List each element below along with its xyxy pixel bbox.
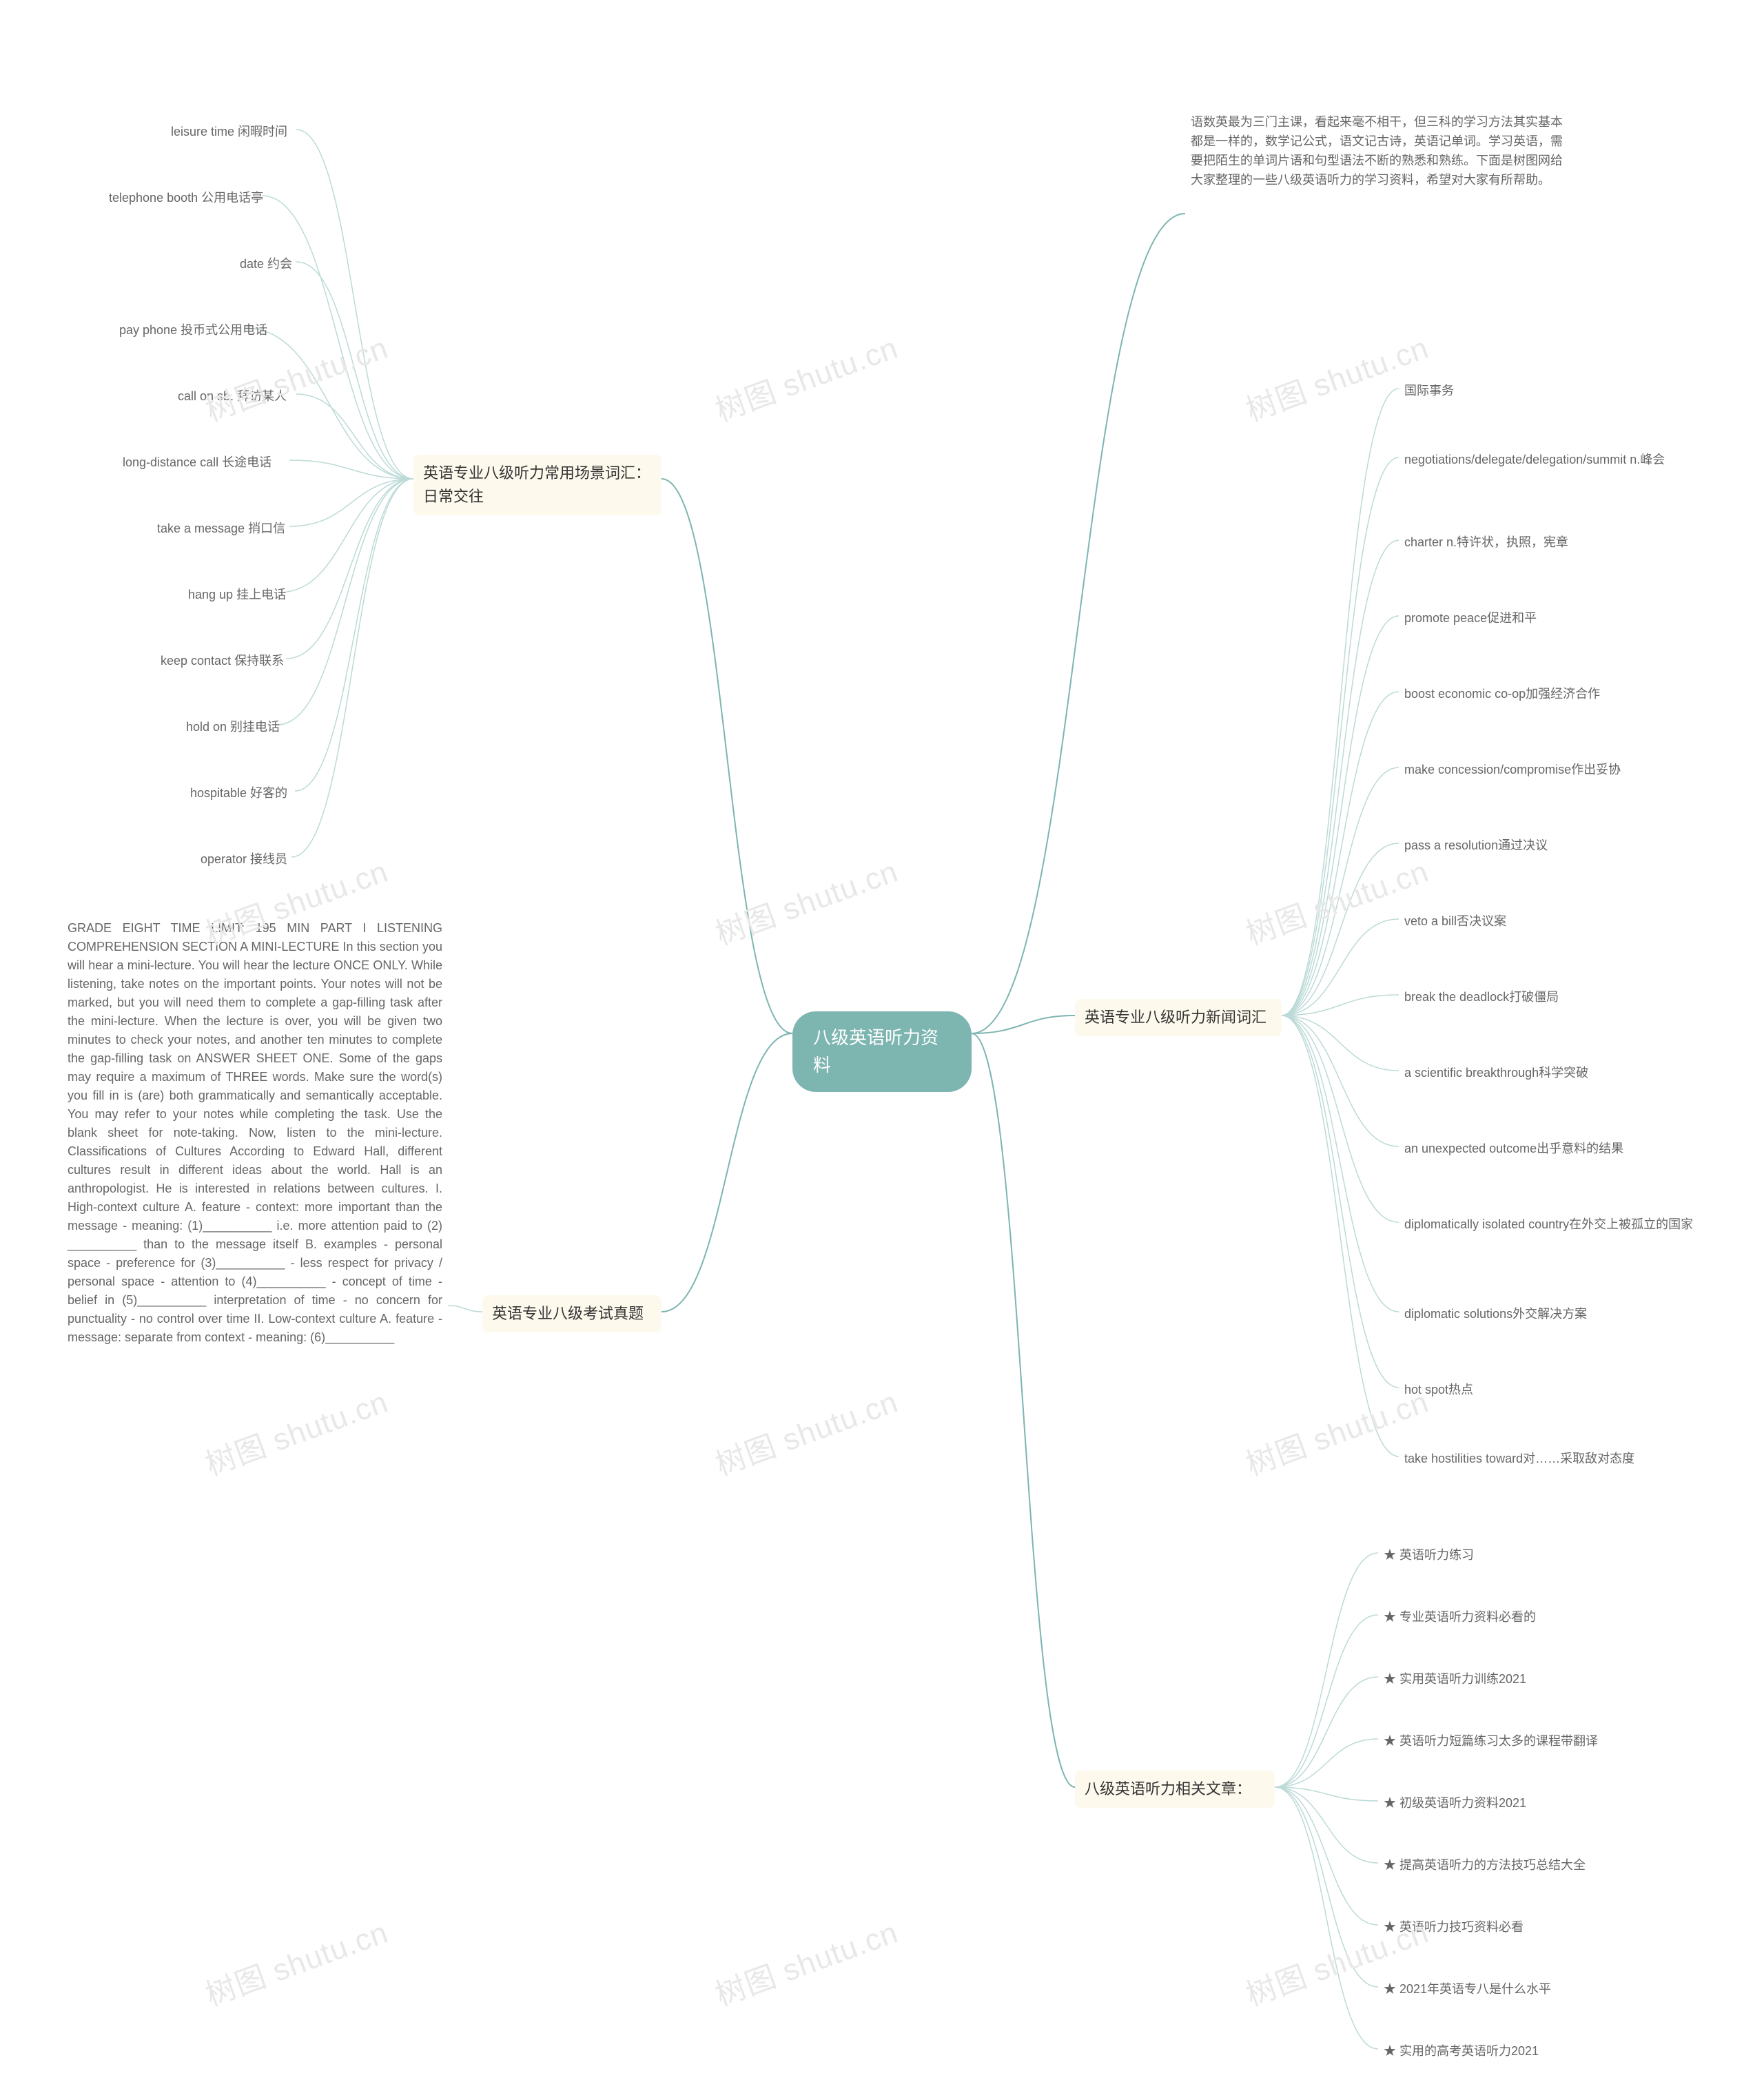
- leaf-daily-9: hold on 别挂电话: [181, 715, 285, 740]
- leaf-news-3: promote peace促进和平: [1399, 606, 1542, 631]
- watermark: 树图 shutu.cn: [708, 847, 903, 954]
- branch-exam: 英语专业八级考试真题: [482, 1295, 662, 1332]
- leaf-news-6: pass a resolution通过决议: [1399, 834, 1553, 858]
- leaf-daily-6: take a message 捎口信: [152, 517, 291, 542]
- watermark: 树图 shutu.cn: [1239, 847, 1434, 954]
- leaf-daily-11: operator 接线员: [195, 847, 293, 872]
- branch-related: 八级英语听力相关文章：: [1075, 1771, 1275, 1808]
- leaf-related-8: ★ 实用的高考英语听力2021: [1378, 2039, 1544, 2064]
- watermark: 树图 shutu.cn: [708, 1908, 903, 2014]
- leaf-related-6: ★ 英语听力技巧资料必看: [1378, 1915, 1529, 1940]
- leaf-exam-0: GRADE EIGHT TIME LIMIT: 195 MIN PART I L…: [62, 916, 448, 1350]
- leaf-related-3: ★ 英语听力短篇练习太多的课程带翻译: [1378, 1729, 1603, 1754]
- leaf-news-14: take hostilities toward对……采取敌对态度: [1399, 1447, 1640, 1472]
- leaf-daily-10: hospitable 好客的: [185, 781, 293, 806]
- leaf-daily-5: long-distance call 长途电话: [117, 451, 277, 475]
- leaf-news-12: diplomatic solutions外交解决方案: [1399, 1302, 1592, 1327]
- leaf-daily-7: hang up 挂上电话: [183, 583, 291, 608]
- watermark: 树图 shutu.cn: [1239, 323, 1434, 430]
- leaf-related-7: ★ 2021年英语专八是什么水平: [1378, 1977, 1557, 2002]
- leaf-related-4: ★ 初级英语听力资料2021: [1378, 1791, 1532, 1816]
- leaf-daily-3: pay phone 投币式公用电话: [114, 318, 273, 343]
- leaf-news-9: a scientific breakthrough科学突破: [1399, 1061, 1594, 1086]
- leaf-daily-0: leisure time 闲暇时间: [165, 120, 293, 145]
- leaf-news-13: hot spot热点: [1399, 1378, 1479, 1403]
- leaf-news-10: an unexpected outcome出乎意料的结果: [1399, 1137, 1629, 1162]
- leaf-related-5: ★ 提高英语听力的方法技巧总结大全: [1378, 1853, 1591, 1878]
- center-node: 八级英语听力资料: [792, 1011, 972, 1092]
- leaf-daily-4: call on sb. 拜访某人: [172, 384, 292, 409]
- leaf-news-0: 国际事务: [1399, 379, 1459, 404]
- leaf-news-7: veto a bill否决议案: [1399, 909, 1512, 934]
- leaf-news-1: negotiations/delegate/delegation/summit …: [1399, 448, 1730, 473]
- branch-news: 英语专业八级听力新闻词汇: [1075, 999, 1282, 1036]
- mindmap-canvas: 八级英语听力资料 语数英最为三门主课，看起来毫不相干，但三科的学习方法其实基本都…: [0, 0, 1764, 2082]
- leaf-news-2: charter n.特许状，执照，宪章: [1399, 530, 1574, 555]
- watermark: 树图 shutu.cn: [198, 1377, 393, 1484]
- leaf-daily-1: telephone booth 公用电话亭: [103, 186, 269, 211]
- leaf-news-8: break the deadlock打破僵局: [1399, 985, 1564, 1010]
- leaf-news-5: make concession/compromise作出妥协: [1399, 758, 1626, 783]
- watermark: 树图 shutu.cn: [198, 1908, 393, 2014]
- leaf-daily-8: keep contact 保持联系: [155, 649, 289, 674]
- leaf-related-0: ★ 英语听力练习: [1378, 1543, 1479, 1568]
- leaf-news-4: boost economic co-op加强经济合作: [1399, 682, 1606, 707]
- leaf-related-1: ★ 专业英语听力资料必看的: [1378, 1605, 1541, 1630]
- leaf-news-11: diplomatically isolated country在外交上被孤立的国…: [1399, 1213, 1730, 1237]
- watermark: 树图 shutu.cn: [708, 323, 903, 430]
- watermark: 树图 shutu.cn: [708, 1377, 903, 1484]
- leaf-daily-2: date 约会: [234, 252, 298, 277]
- branch-intro: 语数英最为三门主课，看起来毫不相干，但三科的学习方法其实基本都是一样的，数学记公…: [1185, 110, 1571, 193]
- branch-daily: 英语专业八级听力常用场景词汇：日常交往: [413, 455, 662, 515]
- leaf-related-2: ★ 实用英语听力训练2021: [1378, 1667, 1532, 1692]
